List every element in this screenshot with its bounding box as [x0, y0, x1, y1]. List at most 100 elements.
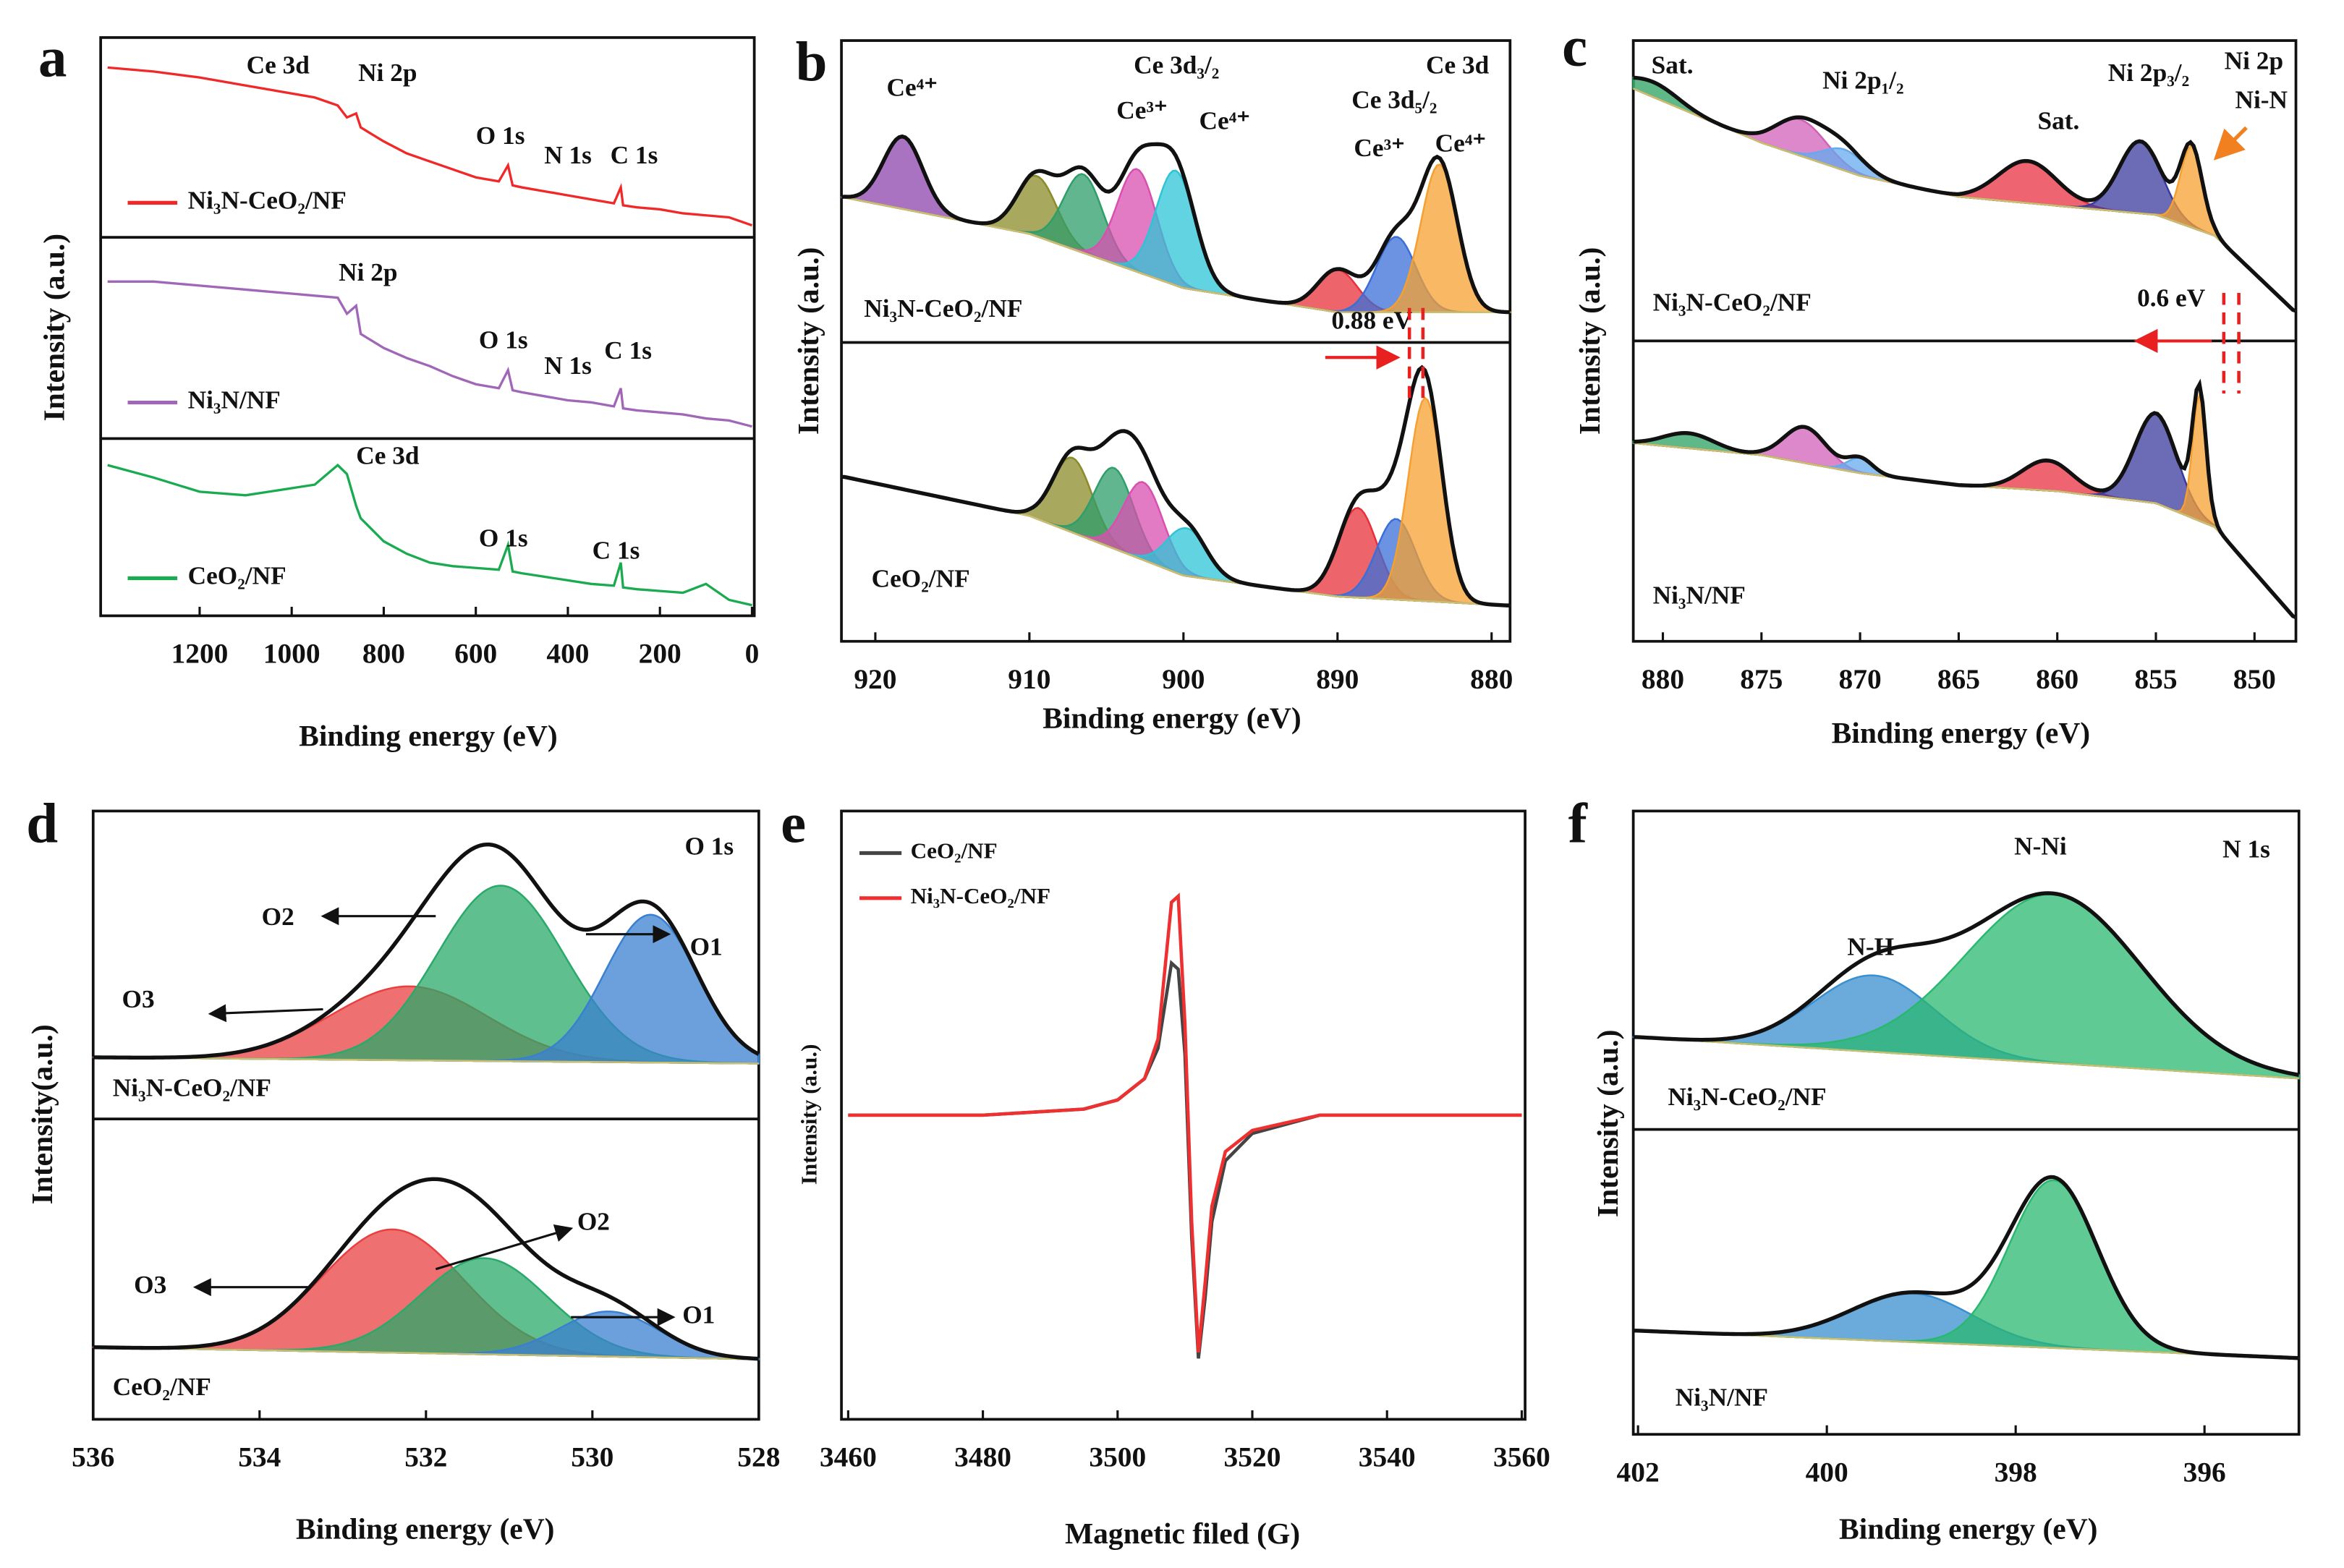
spectrum-line: [107, 66, 752, 227]
x-tick-label: 3560: [1493, 1441, 1550, 1473]
panel-letter: a: [38, 26, 67, 89]
x-tick-label: 3480: [954, 1441, 1011, 1473]
y-axis-label: Intensity (a.u.): [797, 1044, 822, 1185]
annotation: O3: [134, 1271, 166, 1299]
annotation: Sat.: [1652, 51, 1694, 80]
panel-letter: f: [1568, 792, 1589, 855]
annotation: C 1s: [593, 536, 640, 564]
fit-component: [1633, 1179, 2299, 1360]
sample-label: CeO₂/NF: [872, 565, 970, 593]
fit-envelope: [1633, 75, 2297, 313]
annotation: Ce³⁺: [1354, 134, 1404, 162]
plot-frame: [840, 39, 1512, 643]
annotation: Ce 3d₅/₂: [1351, 85, 1437, 114]
x-tick-label: 890: [1316, 663, 1359, 695]
sample-label: Ni₃N/NF: [1676, 1384, 1768, 1412]
y-axis-label: Intensity (a.u.): [37, 234, 71, 421]
legend-label: Ni₃N/NF: [188, 386, 281, 414]
x-axis-label: Binding energy (eV): [1832, 716, 2091, 750]
annotation: Ce 3d: [1426, 51, 1490, 80]
x-tick-label: 800: [362, 638, 405, 670]
y-axis-label: Intensity (a.u.): [1591, 1030, 1625, 1217]
fit-envelope: [841, 365, 1511, 608]
annotation: Ce⁴⁺: [1435, 129, 1486, 158]
x-tick-label: 3460: [820, 1441, 877, 1473]
annotation: Ni 2p: [339, 258, 397, 286]
panel-letter: b: [796, 31, 828, 94]
plot-frame: [840, 809, 1526, 1421]
annotation: 0.6 eV: [2137, 284, 2206, 312]
x-tick-label: 536: [72, 1441, 114, 1473]
spectrum-line: [848, 892, 1522, 1353]
x-axis-label: Binding energy (eV): [1043, 701, 1301, 735]
x-tick-label: 1200: [171, 638, 229, 670]
x-tick-label: 865: [1937, 663, 1980, 695]
annotation: Ni 2p₁/₂: [1822, 66, 1903, 94]
sample-label: CeO₂/NF: [113, 1373, 211, 1401]
x-tick-label: 532: [404, 1441, 447, 1473]
annotation: Ni 2p: [358, 59, 417, 87]
annotation: Ce 3d₃/₂: [1134, 51, 1219, 80]
background-line: [1633, 442, 2295, 618]
annotation: Ni 2p: [2225, 46, 2283, 74]
spectrum-line: [107, 280, 752, 428]
annotation: Ni-N: [2235, 85, 2288, 114]
x-tick-label: 600: [454, 638, 497, 670]
annotation: Ce 3d: [247, 51, 310, 80]
annotation: Sat.: [2037, 106, 2079, 135]
legend-label: Ni₃N-CeO₂/NF: [188, 186, 347, 214]
y-axis-label: Intensity (a.u.): [791, 247, 825, 435]
sample-label: Ni₃N-CeO₂/NF: [864, 294, 1022, 323]
x-tick-label: 880: [1642, 663, 1684, 695]
annotation: O 1s: [479, 326, 528, 354]
sample-label: Ni₃N-CeO₂/NF: [113, 1074, 271, 1102]
annotation: O1: [690, 933, 723, 961]
annotation: O 1s: [476, 122, 525, 150]
sample-label: Ni₃N-CeO₂/NF: [1653, 289, 1812, 317]
plot-frame: [99, 36, 756, 618]
annotation: O 1s: [684, 832, 734, 860]
annotation: Ce 3d: [356, 441, 420, 469]
annotation: N 1s: [2222, 835, 2270, 864]
fit-envelope: [841, 134, 1511, 315]
x-tick-label: 398: [1995, 1456, 2037, 1488]
label-arrow: [2213, 126, 2248, 161]
y-axis-label: Intensity (a.u.): [1573, 247, 1607, 435]
annotation: O2: [262, 903, 294, 931]
background-line: [93, 1346, 759, 1360]
y-axis-label: Intensity(a.u.): [25, 1024, 59, 1204]
x-tick-label: 860: [2036, 663, 2078, 695]
background-line: [1638, 1036, 2299, 1080]
x-tick-label: 900: [1162, 663, 1205, 695]
plot-frame: [1631, 809, 2301, 1436]
background-line: [1633, 88, 2295, 312]
panel-letter: d: [26, 792, 58, 855]
fit-component: [1633, 893, 2300, 1080]
label-arrow: [435, 1224, 574, 1271]
x-tick-label: 400: [546, 638, 589, 670]
fit-envelope: [1633, 378, 2297, 620]
annotation: Ce⁴⁺: [887, 74, 938, 102]
annotation: N-H: [1847, 933, 1894, 961]
x-tick-label: 910: [1008, 663, 1050, 695]
label-arrow: [208, 1004, 323, 1023]
background-line: [93, 1056, 759, 1065]
annotation: O 1s: [479, 524, 528, 553]
annotation: C 1s: [611, 141, 658, 169]
annotation: O2: [577, 1208, 610, 1236]
x-tick-label: 1000: [263, 638, 320, 670]
annotation: N 1s: [544, 141, 592, 169]
x-axis-label: Magnetic filed (G): [1065, 1517, 1300, 1551]
x-tick-label: 880: [1470, 663, 1513, 695]
x-tick-label: 870: [1839, 663, 1882, 695]
annotation: Ce⁴⁺: [1199, 106, 1250, 135]
x-tick-label: 850: [2233, 663, 2276, 695]
sample-label: Ni₃N/NF: [1653, 581, 1746, 610]
x-axis-label: Binding energy (eV): [296, 1512, 555, 1546]
annotation: Ni 2p₃/₂: [2108, 59, 2189, 87]
fit-component: [1633, 88, 2296, 312]
panel-letter: e: [781, 792, 806, 855]
sample-label: Ni₃N-CeO₂/NF: [1668, 1083, 1826, 1111]
x-tick-label: 3540: [1359, 1441, 1416, 1473]
